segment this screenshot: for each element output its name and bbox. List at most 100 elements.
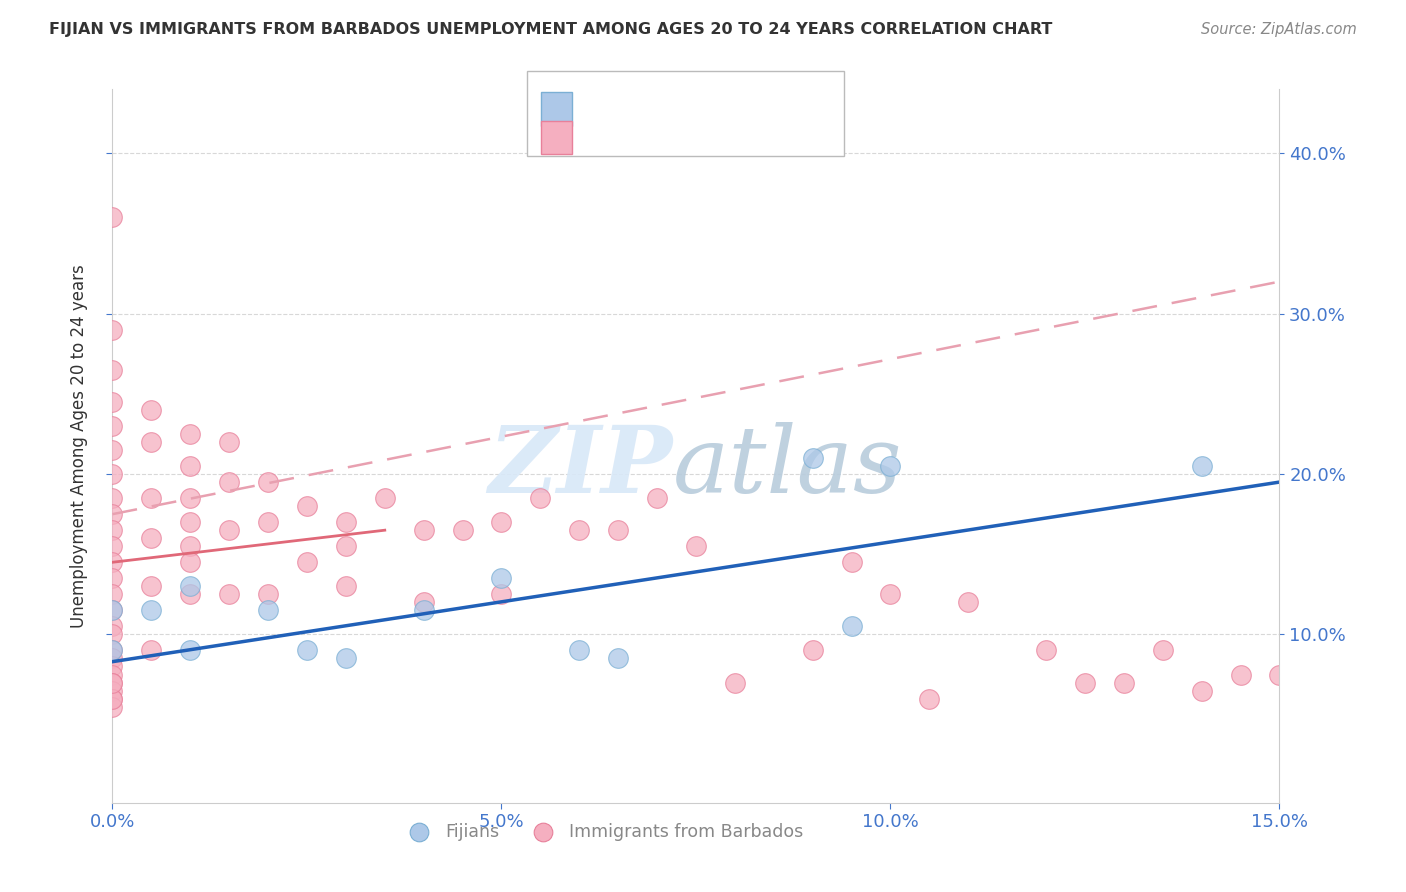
Point (412, 523, 434, 537)
Text: R =  0.115   N = 78: R = 0.115 N = 78 (583, 128, 759, 146)
Point (101, 467, 124, 481)
Point (101, 603, 124, 617)
Point (179, 515, 201, 529)
Point (101, 587, 124, 601)
Point (101, 442, 124, 457)
Point (101, 555, 124, 569)
Point (607, 523, 630, 537)
Point (141, 435, 163, 450)
Point (451, 523, 474, 537)
Point (412, 595, 434, 609)
Point (179, 579, 201, 593)
Point (101, 627, 124, 641)
Point (257, 587, 280, 601)
Point (529, 491, 551, 505)
Point (179, 427, 201, 442)
Point (101, 571, 124, 585)
Point (101, 363, 124, 377)
Point (179, 491, 201, 505)
Point (491, 571, 513, 585)
Point (295, 643, 318, 657)
Point (179, 539, 201, 553)
Point (101, 419, 124, 434)
Point (724, 675, 747, 690)
Point (568, 643, 591, 657)
Point (179, 555, 201, 569)
Point (101, 643, 124, 657)
Point (141, 579, 163, 593)
Point (179, 643, 201, 657)
Point (101, 323, 124, 337)
Point (607, 651, 630, 665)
Point (101, 699, 124, 714)
Point (335, 579, 357, 593)
Point (101, 691, 124, 706)
Point (101, 603, 124, 617)
Point (491, 515, 513, 529)
Point (257, 515, 280, 529)
Y-axis label: Unemployment Among Ages 20 to 24 years: Unemployment Among Ages 20 to 24 years (70, 264, 89, 628)
Point (101, 539, 124, 553)
Point (879, 458, 901, 473)
Point (1229, 667, 1251, 681)
Point (141, 403, 163, 417)
Text: atlas: atlas (672, 423, 903, 512)
Point (257, 603, 280, 617)
Point (101, 643, 124, 657)
Point (1152, 643, 1174, 657)
Point (218, 523, 240, 537)
Point (918, 691, 941, 706)
Point (101, 211, 124, 225)
Point (957, 595, 980, 609)
Point (1112, 675, 1135, 690)
Point (295, 499, 318, 513)
Point (101, 691, 124, 706)
Point (841, 555, 863, 569)
Point (141, 491, 163, 505)
Point (1074, 675, 1097, 690)
Point (101, 659, 124, 673)
Point (1308, 651, 1330, 665)
Text: Source: ZipAtlas.com: Source: ZipAtlas.com (1201, 22, 1357, 37)
Point (491, 587, 513, 601)
Point (257, 475, 280, 489)
Point (101, 523, 124, 537)
Point (101, 651, 124, 665)
Point (218, 475, 240, 489)
Point (568, 523, 591, 537)
Point (335, 515, 357, 529)
Point (179, 458, 201, 473)
Point (1268, 667, 1291, 681)
Point (218, 435, 240, 450)
Point (412, 603, 434, 617)
Point (101, 619, 124, 633)
Point (801, 450, 824, 465)
Point (1346, 667, 1368, 681)
Point (374, 491, 396, 505)
Point (141, 603, 163, 617)
Point (101, 507, 124, 521)
Point (335, 651, 357, 665)
Text: ZIP: ZIP (488, 423, 672, 512)
Point (801, 643, 824, 657)
Point (101, 675, 124, 690)
Point (101, 667, 124, 681)
Point (101, 491, 124, 505)
Point (141, 531, 163, 545)
Point (335, 539, 357, 553)
Point (1191, 458, 1213, 473)
Point (645, 491, 668, 505)
Point (101, 395, 124, 409)
Point (841, 619, 863, 633)
Legend: Fijians, Immigrants from Barbados: Fijians, Immigrants from Barbados (395, 816, 810, 847)
Point (218, 587, 240, 601)
Point (295, 555, 318, 569)
Point (101, 683, 124, 698)
Text: FIJIAN VS IMMIGRANTS FROM BARBADOS UNEMPLOYMENT AMONG AGES 20 TO 24 YEARS CORREL: FIJIAN VS IMMIGRANTS FROM BARBADOS UNEMP… (49, 22, 1053, 37)
Point (179, 587, 201, 601)
Point (879, 587, 901, 601)
Point (1035, 643, 1057, 657)
Point (1191, 683, 1213, 698)
Point (101, 675, 124, 690)
Point (685, 539, 707, 553)
